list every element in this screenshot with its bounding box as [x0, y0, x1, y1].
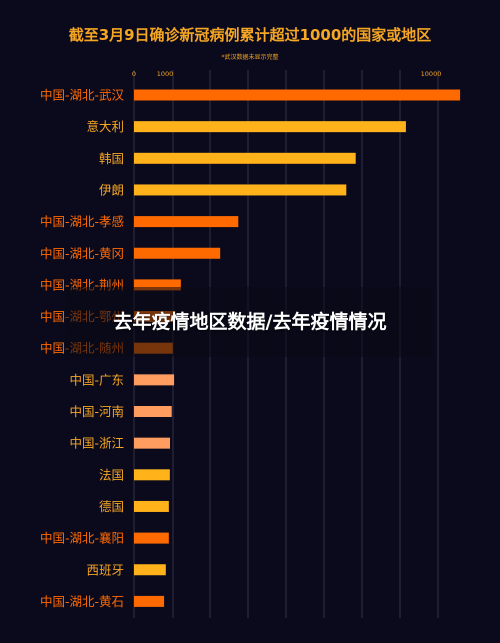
bar	[134, 89, 461, 101]
category-label: 法国	[99, 467, 124, 482]
bar	[134, 152, 356, 164]
bar	[134, 469, 170, 481]
bar	[134, 500, 169, 512]
x-tick-label: 10000	[421, 70, 442, 78]
category-label: 德国	[99, 499, 124, 514]
category-label: 意大利	[86, 119, 124, 134]
category-label: 中国-湖北-孝感	[40, 214, 124, 229]
bar	[134, 216, 239, 228]
caption-text: 去年疫情地区数据/去年疫情情况	[113, 310, 387, 333]
category-label: 中国-湖北-襄阳	[40, 531, 124, 546]
category-label: 中国-河南	[69, 404, 124, 419]
category-label: 伊朗	[99, 182, 124, 197]
bar	[134, 374, 175, 386]
bar	[134, 406, 172, 417]
category-label: 韩国	[99, 151, 124, 166]
bar	[134, 532, 169, 544]
bar	[134, 121, 406, 133]
bar	[134, 184, 347, 196]
x-tick-label: 0	[132, 70, 136, 78]
chart-subtitle: *武汉数据未显示完整	[221, 53, 278, 61]
bar	[134, 595, 165, 607]
bar	[134, 247, 221, 259]
chart-title: 截至3月9日确诊新冠病例累计超过1000的国家或地区	[69, 26, 432, 44]
bar	[134, 437, 171, 449]
category-label: 中国-浙江	[69, 436, 124, 451]
category-label: 中国-湖北-黄石	[40, 594, 124, 609]
bar	[134, 564, 166, 576]
category-label: 中国-湖北-黄冈	[40, 246, 124, 261]
x-axis-ticks: 0 1000 10000	[132, 70, 441, 78]
category-label: 中国-湖北-武汉	[40, 88, 125, 103]
category-label: 中国-广东	[69, 372, 124, 387]
x-tick-label: 1000	[157, 70, 174, 78]
bar	[134, 279, 181, 291]
category-label: 西班牙	[86, 562, 124, 577]
caption-overlay: 去年疫情地区数据/去年疫情情况	[66, 287, 434, 357]
